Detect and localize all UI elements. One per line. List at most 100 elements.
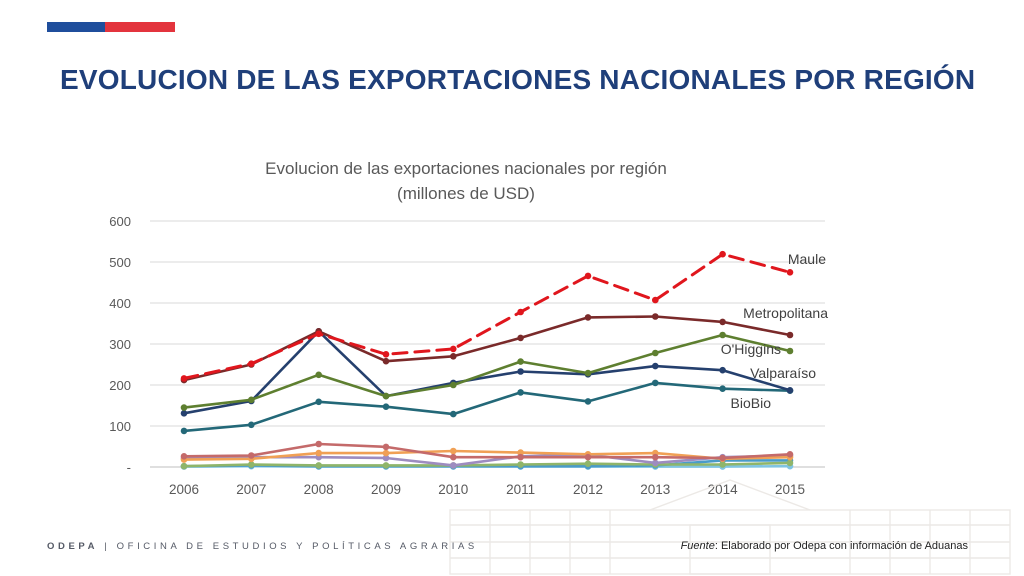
data-point-metropolitana-2012 (584, 314, 592, 321)
data-point-o-higgins-2009 (382, 392, 390, 400)
data-point-region-8-2008 (315, 462, 323, 469)
data-point-region-5-2012 (584, 453, 592, 461)
page-title: EVOLUCION DE LAS EXPORTACIONES NACIONALE… (60, 64, 976, 95)
data-point-valpara-so-2013 (652, 362, 659, 370)
footer-organization: ODEPA | OFICINA DE ESTUDIOS Y POLÍTICAS … (47, 541, 478, 552)
data-point-maule-2006 (180, 375, 188, 382)
series-line-region-8 (182, 461, 792, 468)
data-point-o-higgins-2013 (652, 349, 659, 357)
data-point-maule-2009 (382, 351, 390, 358)
data-point-maule-2010 (450, 345, 457, 353)
data-point-biobio-2010 (450, 410, 457, 418)
data-point-region-6-2010 (450, 447, 457, 455)
data-point-region-5-2013 (652, 453, 659, 461)
data-point-o-higgins-2010 (450, 381, 457, 389)
data-point-maule-2011 (517, 308, 524, 316)
footer-source-text: : Elaborado por Odepa con información de… (714, 540, 968, 552)
data-point-region-6-2008 (315, 449, 323, 457)
series-line-biobio (182, 381, 792, 433)
data-point-region-8-2006 (180, 462, 188, 470)
series-line-metropolitana (182, 315, 792, 382)
series-line-valpara-so (182, 329, 792, 415)
data-point-region-5-2007 (248, 452, 255, 459)
data-point-maule-2014 (719, 250, 726, 258)
chart-subtitle: (millones de USD) (397, 184, 535, 203)
series-line-region-5 (182, 442, 792, 460)
data-point-region-5-2010 (450, 453, 457, 461)
data-point-maule-2008 (315, 330, 323, 338)
data-point-biobio-2008 (315, 398, 323, 406)
data-point-region-5-2006 (180, 453, 188, 460)
series-line-maule (182, 252, 792, 380)
data-point-region-8-2011 (517, 461, 524, 468)
data-point-region-5-2008 (315, 440, 323, 448)
data-point-biobio-2011 (517, 389, 524, 396)
data-point-biobio-2007 (248, 421, 255, 429)
building-watermark-icon (449, 479, 1011, 575)
y-tick-label: 500 (109, 255, 131, 270)
y-tick-label: 600 (109, 214, 131, 229)
data-point-region-7-2013 (652, 459, 659, 467)
series-line-o-higgins (182, 333, 792, 409)
series-label-valpara-so: Valparaíso (750, 365, 816, 381)
data-point-biobio-2013 (652, 379, 659, 387)
x-tick-label: 2011 (506, 482, 535, 497)
data-point-o-higgins-2006 (180, 404, 188, 411)
data-point-region-6-2011 (517, 449, 524, 456)
series-label-biobio: BioBio (731, 395, 772, 411)
data-point-biobio-2014 (719, 385, 726, 393)
data-point-valpara-so-2015 (786, 387, 794, 394)
x-tick-label: 2015 (775, 482, 805, 497)
footer-source: Fuente: Elaborado por Odepa con informac… (681, 540, 968, 552)
y-tick-label: - (127, 460, 131, 475)
data-point-valpara-so-2011 (517, 368, 524, 375)
data-point-region-6-2009 (382, 449, 390, 457)
data-point-o-higgins-2007 (248, 396, 255, 404)
x-tick-label: 2008 (304, 482, 334, 497)
data-point-region-5-2009 (382, 443, 390, 451)
data-point-maule-2013 (652, 296, 659, 304)
data-point-maule-2015 (786, 269, 794, 276)
data-point-o-higgins-2008 (315, 371, 323, 379)
data-point-metropolitana-2009 (382, 357, 390, 365)
data-point-region-7-2010 (450, 462, 457, 469)
data-point-region-8-2015 (786, 459, 794, 467)
y-tick-label: 300 (109, 337, 131, 352)
flag-red-stripe (105, 22, 175, 32)
data-point-biobio-2009 (382, 403, 390, 411)
data-point-o-higgins-2014 (719, 331, 726, 339)
data-point-biobio-2012 (584, 398, 592, 405)
data-point-maule-2012 (584, 272, 592, 280)
footer-org-short: ODEPA (47, 541, 99, 552)
y-tick-label: 200 (109, 378, 131, 393)
x-tick-label: 2006 (169, 482, 199, 497)
data-point-o-higgins-2015 (786, 347, 794, 355)
series-label-o-higgins: O'Higgins (721, 341, 781, 357)
x-tick-label: 2009 (371, 482, 401, 497)
data-point-region-5-2011 (517, 453, 524, 461)
data-point-metropolitana-2013 (652, 313, 659, 320)
x-tick-label: 2010 (438, 482, 468, 497)
data-point-valpara-so-2014 (719, 366, 726, 374)
data-point-region-8-2009 (382, 462, 390, 469)
data-point-o-higgins-2012 (584, 369, 592, 377)
data-point-valpara-so-2006 (180, 410, 188, 417)
data-point-region-5-2014 (719, 454, 726, 462)
y-tick-label: 100 (109, 419, 131, 434)
data-point-region-8-2007 (248, 461, 255, 468)
series-label-metropolitana: Metropolitana (743, 305, 828, 321)
x-tick-label: 2013 (640, 482, 670, 497)
data-point-region-8-2014 (719, 461, 726, 468)
data-point-metropolitana-2014 (719, 318, 726, 326)
footer-separator: | (104, 541, 111, 552)
x-tick-label: 2007 (236, 482, 266, 497)
data-point-region-8-2012 (584, 460, 592, 468)
series-label-maule: Maule (788, 251, 826, 267)
footer-org-name: OFICINA DE ESTUDIOS Y POLÍTICAS AGRARIAS (116, 541, 478, 552)
chart-title: Evolucion de las exportaciones nacionale… (265, 159, 667, 178)
data-point-biobio-2006 (180, 427, 188, 435)
x-tick-label: 2012 (573, 482, 603, 497)
data-point-o-higgins-2011 (517, 358, 524, 365)
data-point-region-5-2015 (786, 451, 794, 458)
data-point-metropolitana-2011 (517, 334, 524, 342)
